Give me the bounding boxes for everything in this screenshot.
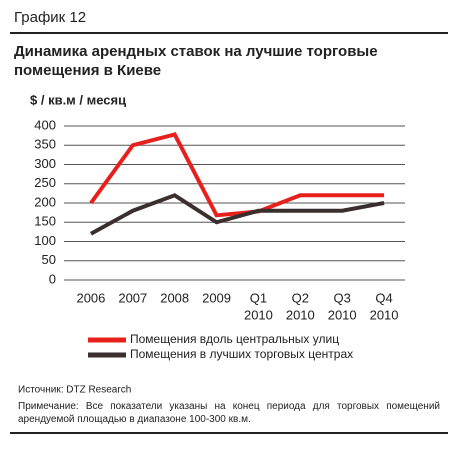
y-tick-label: 350 [34,137,56,152]
y-tick-label: 100 [34,233,56,248]
source: Источник: DTZ Research [18,385,131,396]
x-tick-label: 2008 [160,290,189,305]
x-tick-label: Q3 [334,290,351,305]
y-tick-label: 300 [34,156,56,171]
x-tick-label: 2010 [328,307,357,322]
x-tick-label: Q1 [250,290,267,305]
x-tick-label: 2006 [76,290,105,305]
legend-label: Помещения вдоль центральных улиц [130,332,339,346]
chart-title: Динамика арендных ставок на лучшие торго… [14,43,378,60]
y-tick-label: 0 [49,271,56,286]
y-tick-label: 200 [34,194,56,209]
chart-title: помещения в Киеве [14,62,161,79]
y-tick-label: 400 [34,117,56,132]
x-tick-label: 2009 [202,290,231,305]
note: Примечание: Все показатели указаны на ко… [18,401,440,425]
y-axis-label: $ / кв.м / месяц [30,92,126,107]
x-tick-label: 2010 [286,307,315,322]
header: График 12 [14,9,86,26]
x-tick-label: 2007 [118,290,147,305]
y-tick-label: 250 [34,175,56,190]
x-tick-label: Q4 [375,290,392,305]
y-tick-label: 50 [42,252,56,267]
x-tick-label: 2010 [244,307,273,322]
legend-label: Помещения в лучших торговых центрах [130,347,353,361]
x-tick-label: Q2 [292,290,309,305]
y-tick-label: 150 [34,214,56,229]
x-tick-label: 2010 [370,307,399,322]
line-series [89,132,385,218]
line-series [89,193,385,236]
